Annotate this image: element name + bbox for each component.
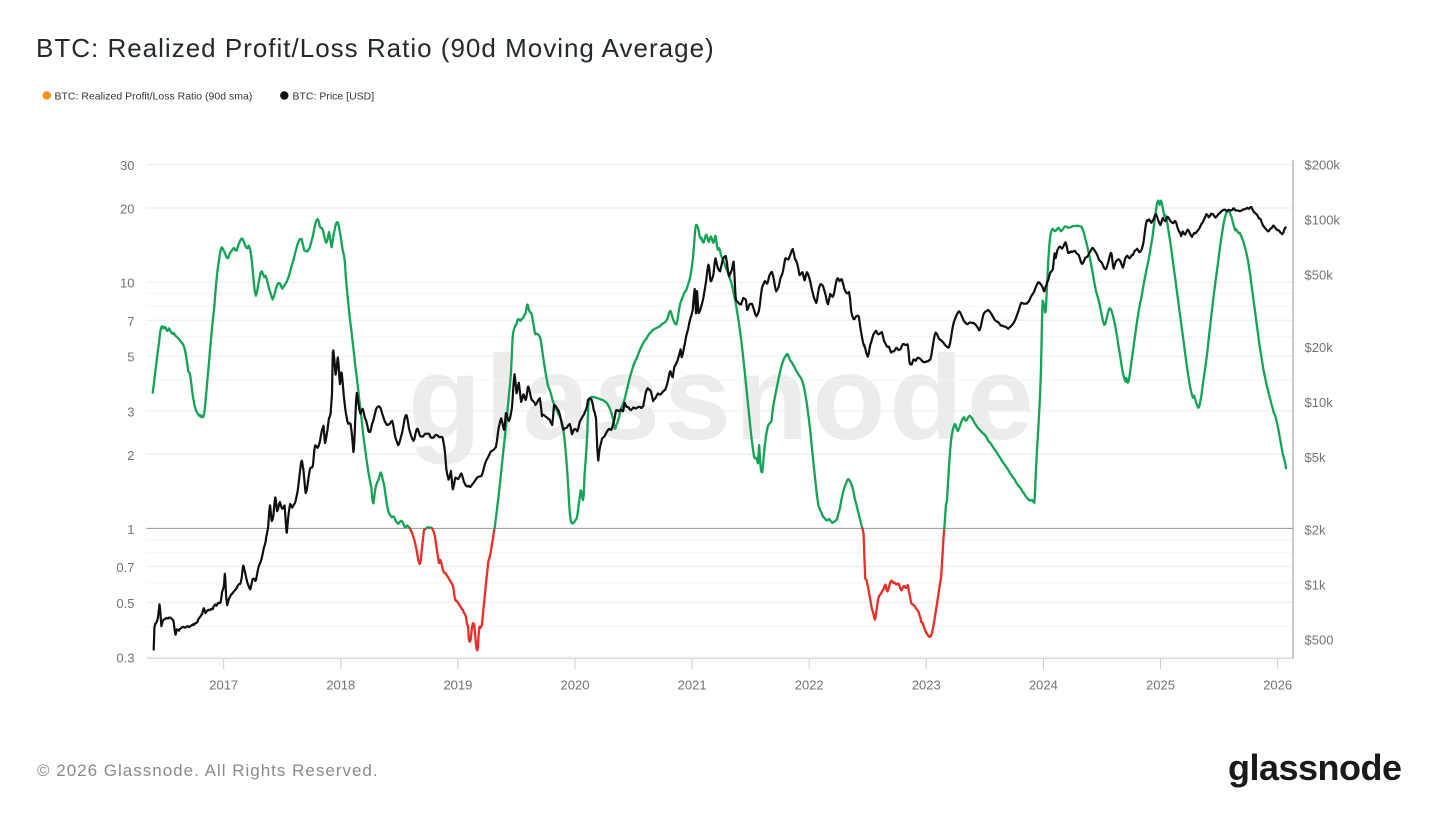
svg-text:BTC: Price [USD]: BTC: Price [USD]: [293, 91, 375, 103]
svg-text:BTC: Realized Profit/Loss Rati: BTC: Realized Profit/Loss Ratio (90d Mov…: [36, 33, 715, 63]
svg-text:1: 1: [127, 522, 134, 537]
svg-text:© 2026 Glassnode. All Rights R: © 2026 Glassnode. All Rights Reserved.: [37, 761, 379, 780]
svg-text:7: 7: [127, 314, 134, 329]
svg-text:$1k: $1k: [1305, 578, 1326, 593]
svg-text:30: 30: [120, 158, 134, 173]
svg-text:$20k: $20k: [1305, 340, 1334, 355]
svg-text:BTC: Realized Profit/Loss Rati: BTC: Realized Profit/Loss Ratio (90d sma…: [55, 91, 253, 103]
svg-text:2025: 2025: [1146, 678, 1175, 693]
svg-text:20: 20: [120, 202, 134, 217]
svg-text:$100k: $100k: [1305, 213, 1341, 228]
svg-text:0.5: 0.5: [116, 596, 134, 611]
svg-text:3: 3: [127, 404, 134, 419]
svg-text:2: 2: [127, 448, 134, 463]
svg-text:2017: 2017: [209, 678, 238, 693]
svg-text:2022: 2022: [795, 678, 824, 693]
svg-text:2021: 2021: [678, 678, 707, 693]
svg-text:$10k: $10k: [1305, 395, 1334, 410]
svg-text:2020: 2020: [561, 678, 590, 693]
svg-text:$500: $500: [1305, 633, 1334, 648]
svg-text:10: 10: [120, 276, 134, 291]
svg-text:2018: 2018: [326, 678, 355, 693]
svg-text:5: 5: [127, 350, 134, 365]
svg-text:2026: 2026: [1263, 678, 1292, 693]
svg-text:glassnode: glassnode: [1228, 747, 1402, 788]
svg-text:$2k: $2k: [1305, 523, 1326, 538]
svg-text:2024: 2024: [1029, 678, 1058, 693]
svg-text:2023: 2023: [912, 678, 941, 693]
svg-text:0.3: 0.3: [116, 651, 134, 666]
svg-text:$50k: $50k: [1305, 268, 1334, 283]
svg-text:glassnode: glassnode: [408, 331, 1038, 465]
svg-text:2019: 2019: [443, 678, 472, 693]
svg-text:0.7: 0.7: [116, 560, 134, 575]
svg-text:$200k: $200k: [1305, 158, 1341, 173]
svg-text:$5k: $5k: [1305, 450, 1326, 465]
